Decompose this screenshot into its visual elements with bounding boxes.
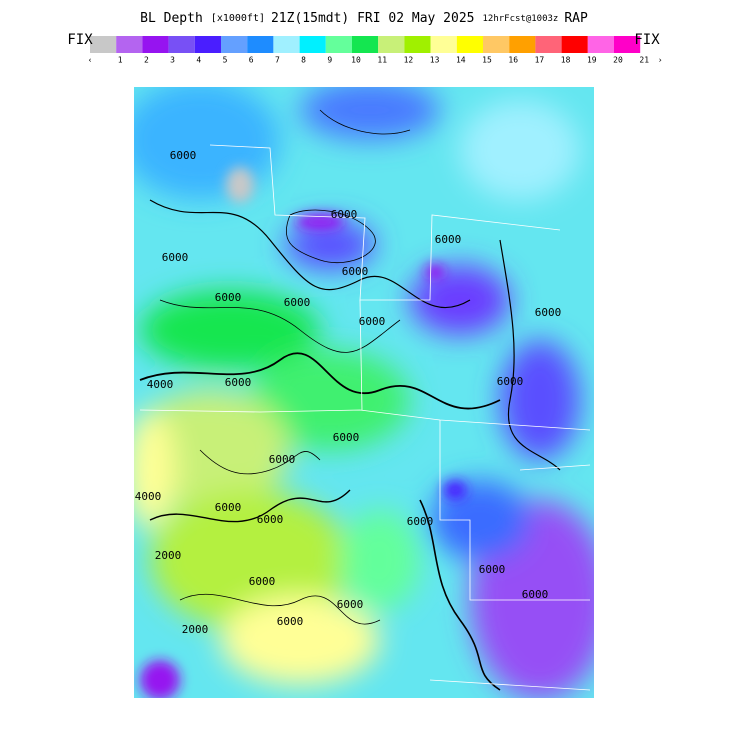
- contour-label: 4000: [147, 378, 174, 391]
- legend-label: 5: [223, 56, 228, 65]
- legend-label: 13: [430, 56, 440, 65]
- legend-swatch: [194, 36, 221, 53]
- contour-label: 6000: [331, 208, 358, 221]
- legend-label: 21: [639, 56, 649, 65]
- contour-label: 6000: [435, 233, 462, 246]
- legend-swatch: [325, 36, 352, 53]
- contour-label: 6000: [359, 315, 386, 328]
- contour-label: 6000: [170, 149, 197, 162]
- legend-label: 12: [404, 56, 414, 65]
- contour-label: 6000: [257, 513, 284, 526]
- boundaries: [139, 144, 591, 691]
- legend-swatch: [142, 36, 169, 53]
- contour-label: 6000: [162, 251, 189, 264]
- contour-label: 6000: [407, 515, 434, 528]
- title-part: 21Z(15mdt) FRI 02 May 2025: [271, 11, 475, 26]
- fields: [134, 87, 594, 698]
- legend-swatch: [116, 36, 143, 53]
- legend-fix-left: FIX: [67, 32, 93, 48]
- legend-label: 6: [249, 56, 254, 65]
- legend-swatch: [404, 36, 431, 53]
- legend-swatch: [587, 36, 614, 53]
- legend-label: 15: [482, 56, 492, 65]
- contour-label: 2000: [182, 623, 209, 636]
- title-part: 12hrFcst@1003z: [482, 14, 558, 24]
- legend-swatch: [352, 36, 379, 53]
- contours: [139, 109, 561, 691]
- title: BL Depth [x1000ft] 21Z(15mdt) FRI 02 May 2…: [140, 11, 588, 26]
- title-part: BL Depth: [140, 11, 203, 26]
- legend-label: 2: [144, 56, 149, 65]
- contour-label: 6000: [215, 291, 242, 304]
- contour-label: 6000: [277, 615, 304, 628]
- legend-label: 9: [327, 56, 332, 65]
- cells: [140, 167, 467, 698]
- title-part: [x1000ft]: [211, 13, 265, 24]
- legend-label: 4: [196, 56, 201, 65]
- legend-swatch: [614, 36, 641, 53]
- legend-swatch: [168, 36, 195, 53]
- contour-label: 6000: [269, 453, 296, 466]
- legend-swatch: [378, 36, 405, 53]
- legend-label: ‹: [88, 56, 93, 65]
- legend-label: 8: [301, 56, 306, 65]
- legend-label: 19: [587, 56, 597, 65]
- map: 6000 6000 6000 6000 6000 6000 6000 6000 6000 6000…: [134, 87, 594, 698]
- contour-label: 6000: [342, 265, 369, 278]
- legend-swatch: [247, 36, 274, 53]
- contour-label: 6000: [249, 575, 276, 588]
- legend-swatch: [221, 36, 248, 53]
- legend-label: 11: [377, 56, 387, 65]
- contour-label: 4000: [135, 490, 162, 503]
- contour-labels: 6000 6000 6000 6000 6000 6000 6000 6000 6000 6000…: [135, 149, 562, 636]
- contour-label: 6000: [284, 296, 311, 309]
- legend-swatch: [430, 36, 457, 53]
- legend-swatch: [561, 36, 588, 53]
- legend-swatch: [90, 36, 117, 53]
- legend-label: 20: [613, 56, 623, 65]
- legend: ‹ 1 2 3 4 5 6 7 8 9 10 11 12 13 14 15 16 17 18 19 20 21 ›FIX FI…: [67, 32, 662, 65]
- title-part: RAP: [564, 11, 588, 26]
- legend-label: 10: [351, 56, 361, 65]
- legend-fix-right: FIX: [634, 32, 660, 48]
- contour-label: 6000: [225, 376, 252, 389]
- legend-label: 18: [561, 56, 571, 65]
- legend-label: 1: [118, 56, 123, 65]
- contour-label: 6000: [337, 598, 364, 611]
- legend-label: ›: [658, 56, 663, 65]
- legend-swatch: [483, 36, 510, 53]
- legend-swatch: [273, 36, 300, 53]
- legend-label: 14: [456, 56, 466, 65]
- contour-label: 6000: [479, 563, 506, 576]
- legend-swatch: [456, 36, 483, 53]
- legend-label: 7: [275, 56, 280, 65]
- contour-label: 6000: [535, 306, 562, 319]
- contour-label: 6000: [215, 501, 242, 514]
- legend-swatch: [299, 36, 326, 53]
- contour-label: 2000: [155, 549, 182, 562]
- contour-label: 6000: [497, 375, 524, 388]
- legend-label: 16: [508, 56, 518, 65]
- legend-swatch: [535, 36, 562, 53]
- legend-label: 17: [535, 56, 545, 65]
- contour-label: 6000: [522, 588, 549, 601]
- legend-swatch: [509, 36, 536, 53]
- legend-label: 3: [170, 56, 175, 65]
- title-text: BL Depth [x1000ft] 21Z(15mdt) FRI 02 May 2…: [140, 11, 588, 26]
- contour-label: 6000: [333, 431, 360, 444]
